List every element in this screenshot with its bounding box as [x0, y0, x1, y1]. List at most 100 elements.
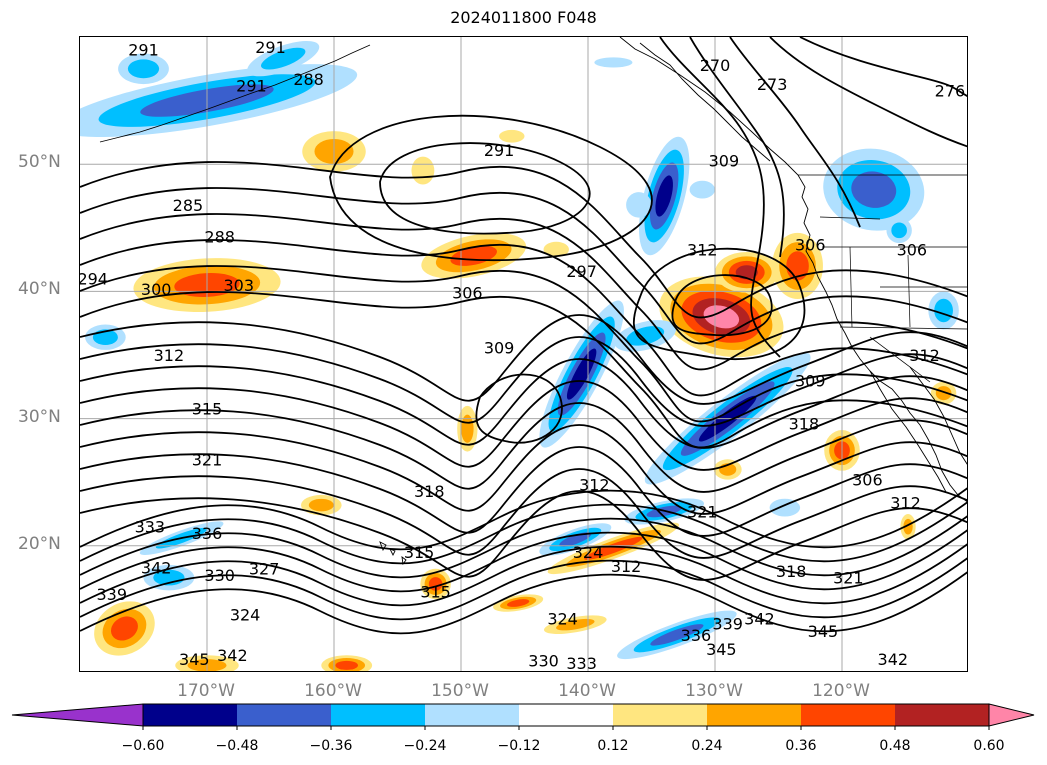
longitude-label: 140°W — [558, 681, 616, 701]
colorbar-tick-label: 0.24 — [691, 738, 723, 754]
negative-anomaly-area — [118, 53, 169, 85]
anomaly-level-fill — [626, 192, 652, 218]
contour-line — [80, 501, 967, 565]
contour-line — [329, 114, 653, 262]
contour-line — [80, 487, 967, 551]
anomaly-level-fill — [655, 175, 673, 217]
positive-anomaly-area — [493, 594, 544, 612]
contour-label: 342 — [744, 609, 775, 628]
contour-line — [769, 37, 967, 148]
contour-label: 276 — [935, 81, 966, 100]
anomaly-level-fill — [556, 618, 595, 631]
positive-anomaly-area — [544, 615, 607, 634]
contour-label: 291 — [236, 76, 267, 95]
positive-anomaly-area — [94, 601, 155, 656]
shaded-field-layer — [80, 40, 959, 671]
positive-anomaly-area — [321, 655, 373, 671]
contour-label: 309 — [795, 371, 826, 390]
contour-line — [80, 187, 967, 345]
contour-label: 270 — [700, 56, 731, 75]
anomaly-level-fill — [559, 532, 592, 547]
baja-coastline — [869, 370, 947, 493]
colorbar-band — [143, 704, 237, 726]
positive-anomaly-area — [713, 459, 742, 480]
positive-anomaly-area — [900, 514, 916, 540]
contour-label: 321 — [833, 569, 864, 588]
anomaly-level-fill — [507, 599, 530, 607]
positive-anomaly-area — [930, 381, 957, 405]
contour-label: 312 — [687, 240, 718, 259]
negative-anomaly-area — [626, 192, 652, 218]
contour-line — [80, 515, 967, 579]
latitude-label: 30°N — [18, 406, 61, 427]
colorbar-band — [613, 704, 707, 726]
contour-label: 333 — [566, 654, 597, 672]
contour-line — [80, 358, 967, 449]
contour-line — [80, 336, 967, 427]
contour-label: 312 — [154, 346, 185, 365]
colorbar-tick-label: −0.24 — [403, 738, 447, 754]
negative-anomaly-area — [639, 136, 690, 256]
latitude-label: 50°N — [18, 152, 61, 173]
contour-label: 324 — [547, 609, 578, 628]
north-america-coastline — [619, 37, 967, 503]
map-panel: 291 291 291 288 270 273 276 291 309 285 288 306 306 3… — [79, 36, 968, 672]
anomaly-level-fill — [584, 536, 643, 560]
contour-label: 297 — [566, 262, 597, 281]
contour-line — [80, 446, 967, 537]
contour-line — [689, 37, 785, 258]
contour-line — [80, 314, 967, 405]
negative-anomaly-area — [539, 300, 624, 448]
contour-line — [80, 265, 967, 423]
anomaly-level-fill — [411, 156, 435, 185]
contour-label: 321 — [192, 450, 223, 469]
anomaly-level-fill — [703, 305, 740, 329]
contour-label: 303 — [223, 276, 254, 295]
anomaly-level-fill — [934, 298, 953, 323]
colorbar-band — [801, 704, 895, 726]
anomaly-level-fill — [566, 348, 597, 400]
anomaly-level-fill — [594, 57, 633, 68]
contour-label: 285 — [173, 196, 204, 215]
contour-label: 330 — [204, 566, 235, 585]
colorbar-outline — [142, 703, 990, 727]
contour-line — [80, 380, 967, 471]
contour-line — [379, 142, 591, 235]
colorbar — [11, 703, 1035, 730]
contour-label: 288 — [293, 70, 324, 89]
contour-label: 321 — [687, 502, 718, 521]
contour-label: 345 — [808, 622, 839, 641]
anomaly-level-fill — [261, 47, 306, 70]
negative-anomaly-area — [928, 291, 959, 330]
contour-label: 342 — [141, 558, 172, 577]
colorbar-tick-label: 0.48 — [879, 738, 911, 754]
latitude-label: 40°N — [18, 279, 61, 300]
colorbar-band — [707, 704, 801, 726]
contour-label: 336 — [192, 524, 223, 543]
contour-label: 345 — [706, 640, 737, 659]
colorbar-tick-label: −0.48 — [215, 738, 259, 754]
contour-label: 291 — [484, 141, 515, 160]
contour-line — [632, 247, 806, 361]
colorbar-tick-label: −0.60 — [121, 738, 165, 754]
contour-label: 306 — [795, 235, 826, 254]
contour-line — [671, 274, 773, 337]
colorbar-band — [331, 704, 425, 726]
contour-label: 342 — [878, 650, 909, 669]
colorbar-band — [519, 704, 613, 726]
positive-anomaly-area — [499, 129, 525, 143]
anomaly-level-fill — [689, 180, 715, 199]
contour-label: 306 — [452, 284, 483, 303]
contour-line — [659, 37, 781, 358]
anomaly-level-fill — [891, 222, 907, 239]
contour-label: 291 — [255, 38, 286, 57]
colorbar-tick-label: −0.36 — [309, 738, 353, 754]
contour-label: 315 — [404, 543, 435, 562]
contour-label: 339 — [712, 614, 743, 633]
longitude-label: 150°W — [431, 681, 489, 701]
positive-anomaly-area — [411, 156, 435, 185]
positive-anomaly-area — [543, 241, 569, 258]
longitude-label: 130°W — [685, 681, 743, 701]
contour-line — [80, 490, 967, 581]
